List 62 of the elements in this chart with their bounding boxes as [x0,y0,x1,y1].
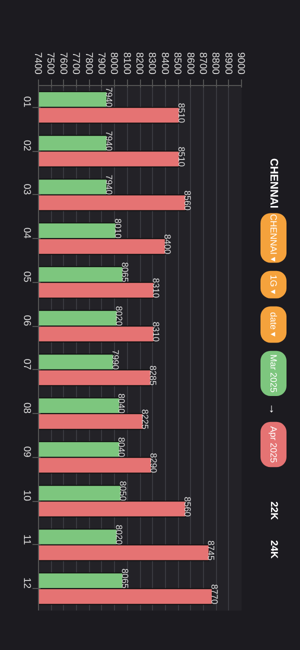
data-label: 8560 [182,496,193,517]
data-label: 7940 [104,87,114,108]
y-tick-label: 07 [21,358,32,370]
text: date ▾ [268,312,278,338]
data-label: 8560 [182,190,193,211]
data-label: 8040 [116,437,127,458]
text: 24K [268,540,279,560]
x-tick-label: 7800 [82,52,94,75]
y-tick-label: 12 [21,578,32,590]
y-tick-label: 02 [21,140,32,152]
x-tick-label: 8800 [210,52,221,75]
y-tick-label: 03 [21,184,32,196]
text: CHENNAI [268,158,280,208]
text: 22K [268,501,279,521]
x-tick-label: 7500 [44,52,56,75]
data-label: 8510 [176,146,186,167]
data-label: 8010 [112,218,123,239]
data-label: 8770 [209,584,220,604]
data-label: 8400 [162,234,172,254]
data-label: 8050 [118,481,128,502]
text: 1G ▾ [268,274,278,294]
x-tick-label: 8300 [146,52,158,75]
x-tick-label: 8700 [196,52,208,75]
data-label: 8065 [120,568,130,589]
y-tick-label: 05 [21,271,32,283]
x-tick-label: 8200 [134,52,144,75]
y-tick-label: 09 [21,446,32,458]
text: → [266,402,280,415]
data-label: 8290 [148,453,158,474]
data-label: 8065 [120,262,130,282]
data-label: 7940 [104,131,114,152]
data-label: 8310 [150,278,161,298]
y-tick-label: 10 [21,490,32,502]
x-tick-label: 8600 [184,52,196,75]
y-tick-label: 11 [21,534,32,546]
y-tick-label: 06 [21,315,32,327]
data-label: 8510 [176,103,186,124]
data-label: 8020 [114,524,124,545]
text: Mar 2025 [268,354,278,392]
data-label: 8020 [114,306,124,326]
data-label: 7990 [110,350,120,370]
y-tick-label: 08 [21,402,32,414]
data-label: 8225 [140,409,150,430]
x-tick-label: 8400 [158,52,170,75]
data-label: 7940 [104,174,114,195]
x-tick-label: 8100 [120,52,132,75]
x-tick-label: 7600 [57,52,68,75]
y-tick-label: 04 [21,228,32,240]
x-tick-label: 8500 [172,52,183,75]
x-tick-label: 8000 [108,52,120,75]
data-label: 8040 [116,394,127,414]
x-tick-label: 8900 [222,52,234,75]
x-tick-label: 9000 [235,52,246,75]
data-label: 8285 [148,366,158,386]
data-label: 8310 [150,322,161,342]
text: CHENNAI ▾ [268,214,278,262]
text: Apr 2025 [268,426,278,463]
x-tick-label: 7700 [70,52,82,75]
x-tick-label: 7900 [95,52,106,75]
y-tick-label: 01 [21,96,32,108]
data-label: 8745 [206,540,216,561]
x-tick-label: 7400 [32,52,43,75]
